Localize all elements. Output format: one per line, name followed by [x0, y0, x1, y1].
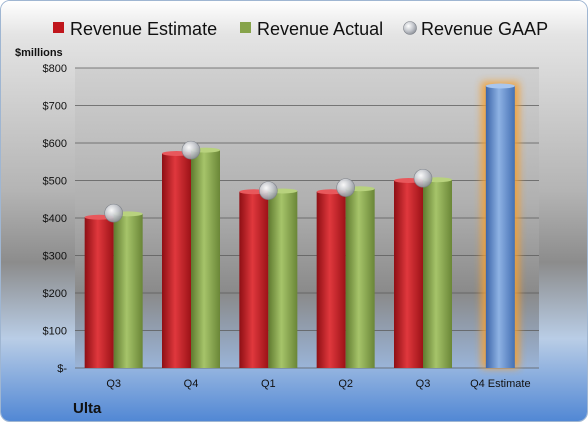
- y-tick-label: $500: [43, 176, 67, 188]
- y-axis-unit-label: $millions: [15, 47, 63, 59]
- x-tick-label: Q3: [106, 378, 121, 390]
- gridlines: [75, 67, 539, 369]
- x-tick-label: Q4 Estimate: [470, 378, 531, 390]
- gaap-marker: [336, 178, 355, 197]
- gaap-marker: [181, 140, 201, 160]
- bars: [84, 83, 515, 368]
- bar-actual: [113, 213, 143, 368]
- legend-label: Revenue Estimate: [70, 19, 217, 39]
- bar-estimate: [239, 191, 269, 368]
- y-tick-label: $700: [43, 101, 67, 113]
- y-tick-label: $200: [43, 288, 67, 300]
- gaap-marker: [413, 168, 433, 188]
- bar-actual: [345, 188, 375, 368]
- y-tick-label: $800: [43, 63, 67, 75]
- bar-estimate: [394, 180, 423, 368]
- x-tick-label: Q4: [184, 378, 199, 390]
- y-tick-labels: $- $100 $200 $300 $400 $500 $600 $700 $800: [43, 63, 68, 375]
- bar-forecast: [485, 86, 515, 368]
- bar-actual: [423, 179, 452, 368]
- x-tick-label: Q2: [338, 378, 353, 390]
- y-tick-label: $-: [57, 363, 67, 375]
- bar-estimate: [84, 217, 114, 368]
- legend-label: Revenue Actual: [257, 19, 383, 39]
- legend: Revenue Estimate Revenue Actual Revenue GA…: [53, 19, 548, 39]
- gaap-marker: [259, 181, 278, 200]
- bar-actual: [268, 191, 298, 368]
- legend-swatch: [53, 22, 64, 33]
- y-tick-label: $400: [43, 213, 67, 225]
- y-tick-label: $100: [43, 326, 67, 338]
- gaap-markers: [104, 140, 433, 223]
- bar-actual: [191, 150, 220, 368]
- x-tick-label: Q3: [416, 378, 431, 390]
- bar-estimate: [162, 153, 191, 368]
- y-tick-label: $300: [43, 251, 67, 263]
- x-tick-label: Q1: [261, 378, 276, 390]
- legend-swatch: [403, 21, 417, 35]
- y-tick-label: $600: [43, 138, 67, 150]
- bar-estimate: [316, 191, 346, 368]
- legend-label: Revenue GAAP: [421, 19, 548, 39]
- legend-swatch: [240, 22, 251, 33]
- gaap-marker: [104, 203, 123, 223]
- x-tick-labels: Q3 Q4 Q1 Q2 Q3 Q4 Estimate: [106, 378, 530, 390]
- company-name: Ulta: [73, 400, 102, 417]
- bar-forecast-top: [485, 83, 515, 89]
